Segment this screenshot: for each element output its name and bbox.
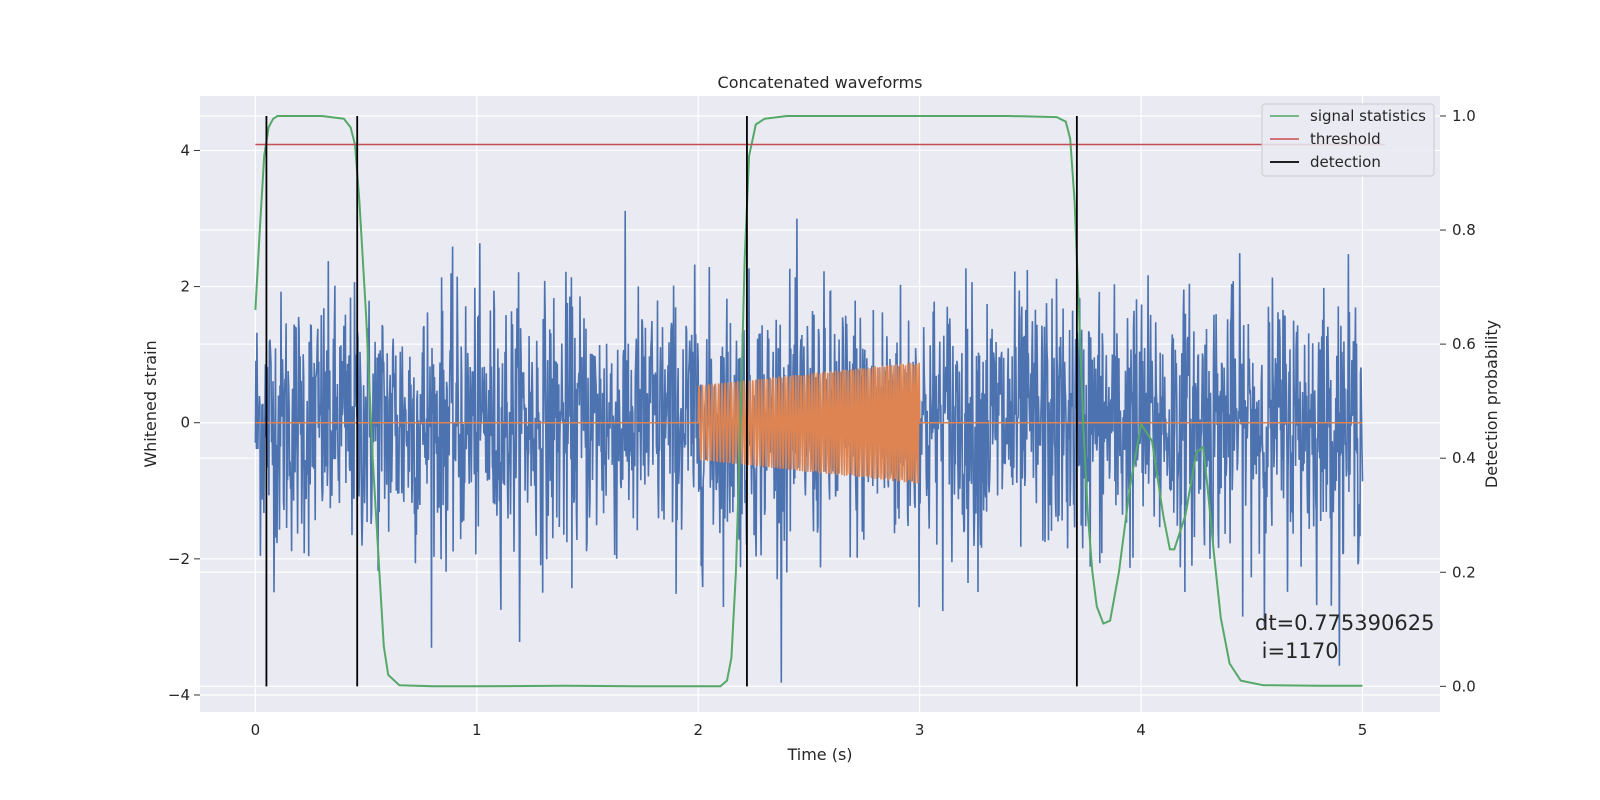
- signal-statistics-series: [254, 115, 1363, 688]
- x-axis-label: Time (s): [786, 745, 852, 764]
- y-tick-label-4: 4: [180, 141, 190, 159]
- legend: signal statistics threshold detection: [1261, 103, 1435, 177]
- dt-annotation: dt=0.775390625 i=1170: [1255, 611, 1434, 663]
- x-tick-label-1: 1: [472, 721, 482, 739]
- chirp-line: [255, 362, 1363, 484]
- y2-tick-label-5: 1.0: [1452, 107, 1476, 125]
- y2-axis-label: Detection probability: [1482, 320, 1501, 488]
- x-tick-label-5: 5: [1358, 721, 1368, 739]
- x-tick-label-3: 3: [915, 721, 925, 739]
- y-tick-label-2: 0: [180, 414, 190, 432]
- x-tick-label-4: 4: [1136, 721, 1146, 739]
- detection-lines: [265, 115, 1078, 687]
- legend-box: [1261, 103, 1435, 177]
- x-tick-label-0: 0: [251, 721, 261, 739]
- legend-detection-label: detection: [1310, 153, 1381, 171]
- y2-tick-label-3: 0.6: [1452, 335, 1476, 353]
- signal-statistics-line: [254, 115, 1363, 688]
- chart-title: Concatenated waveforms: [718, 73, 923, 92]
- legend-threshold-label: threshold: [1310, 130, 1381, 148]
- chirp-series: [255, 362, 1363, 484]
- y2-tick-label-0: 0.0: [1452, 677, 1476, 695]
- annotation-line-1: i=1170: [1255, 639, 1339, 663]
- y-axis-label: Whitened strain: [141, 340, 160, 467]
- y-tick-label-3: 2: [180, 278, 190, 296]
- y2-tick-label-2: 0.4: [1452, 449, 1476, 467]
- x-tick-label-2: 2: [693, 721, 703, 739]
- annotation-line-0: dt=0.775390625: [1255, 611, 1434, 635]
- y-ticks: −4 −2 0 2 4: [168, 141, 200, 704]
- y-tick-label-1: −2: [168, 550, 190, 568]
- y2-ticks: 0.0 0.2 0.4 0.6 0.8 1.0: [1440, 107, 1476, 695]
- y-tick-label-0: −4: [168, 686, 190, 704]
- x-ticks: 0 1 2 3 4 5: [251, 721, 1368, 739]
- legend-signal-statistics-label: signal statistics: [1310, 107, 1426, 125]
- y2-tick-label-4: 0.8: [1452, 221, 1476, 239]
- y2-tick-label-1: 0.2: [1452, 563, 1476, 581]
